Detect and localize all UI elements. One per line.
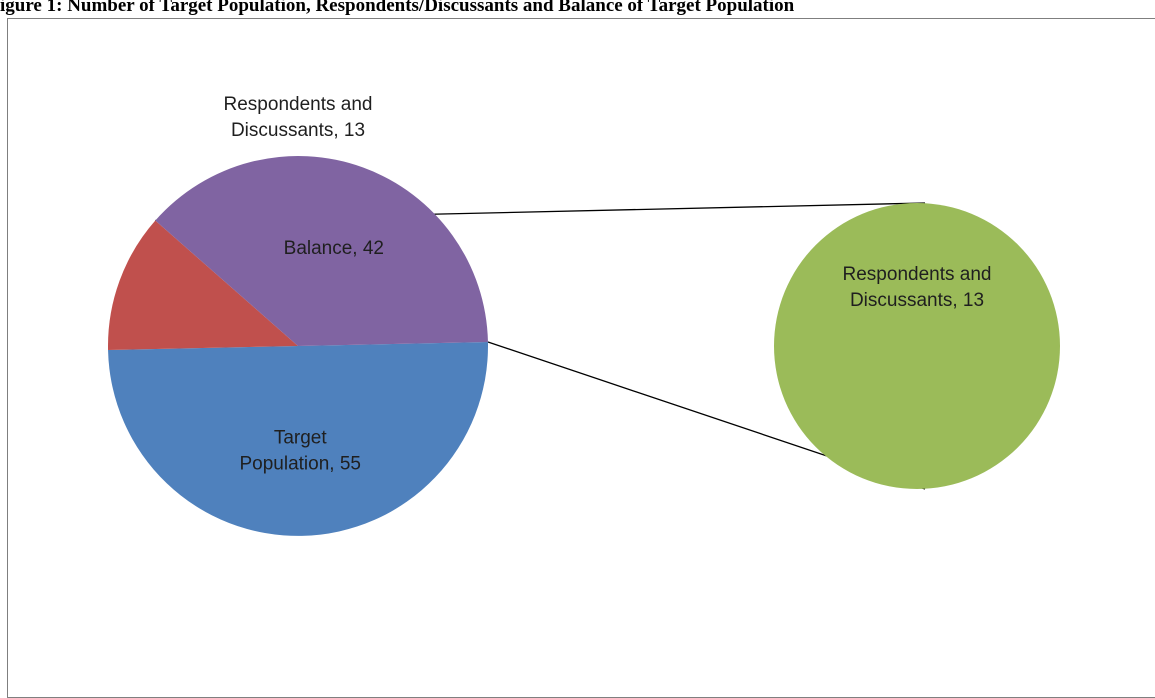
- secondary-pie: [774, 203, 1060, 489]
- data-label-target-population: Target Population, 55: [239, 427, 361, 474]
- figure-title: igure 1: Number of Target Population, Re…: [0, 0, 795, 16]
- secondary-slice-respondents-and-discussants: [774, 203, 1060, 489]
- data-labels: Target Population, 55 Respondents and Discu…: [224, 94, 992, 474]
- pie-slice-respondents-and-discussants: [107, 220, 298, 351]
- pie-slice-target-population: [108, 341, 489, 536]
- secondary-data-label-respondents-and-discussants: Respondents and Discussants, 13: [843, 264, 992, 311]
- pie-of-pie-chart: Target Population, 55 Respondents and Discu…: [107, 94, 1060, 536]
- data-label-balance: Balance, 42: [284, 238, 384, 259]
- data-label-respondents-and-discussants: Respondents and Discussants, 13: [224, 94, 373, 141]
- pie-slice-balance: [155, 155, 488, 346]
- primary-pie: [107, 155, 489, 536]
